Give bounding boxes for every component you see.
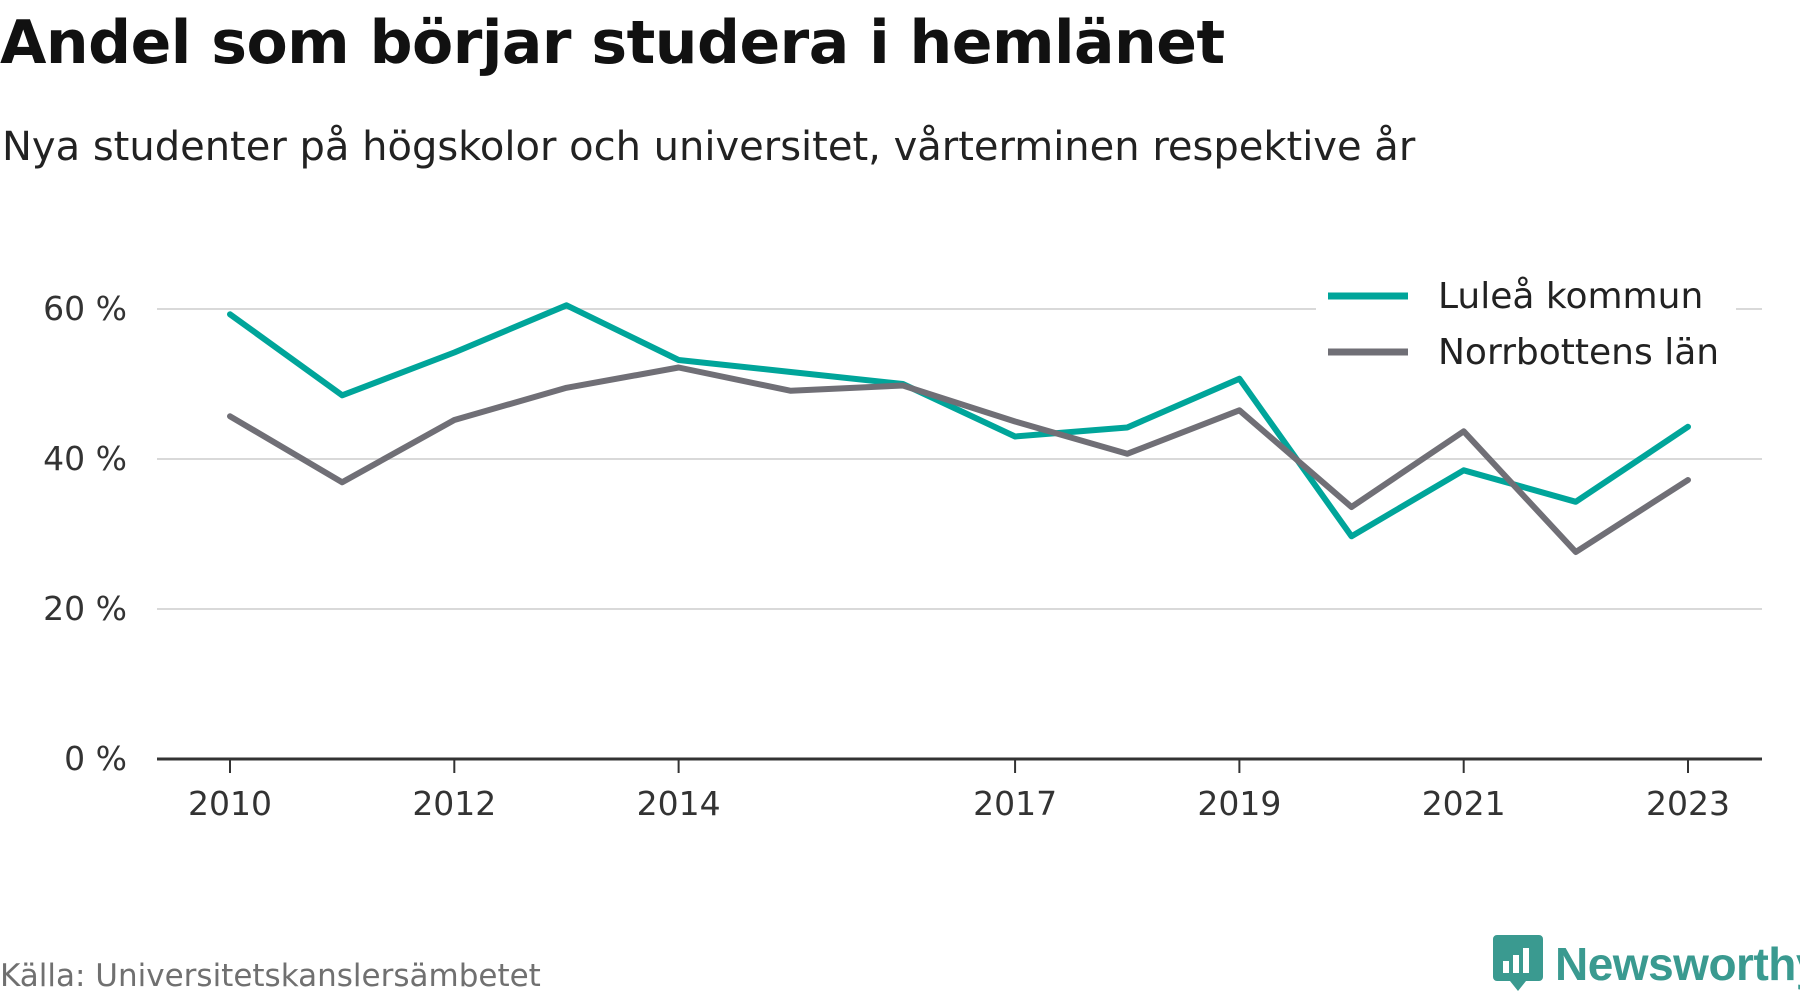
y-tick-label: 40 % xyxy=(43,439,127,478)
y-tick-label: 20 % xyxy=(43,589,127,628)
brand-logo: Newsworthy xyxy=(1493,935,1800,993)
bar-chart-speech-bubble-icon xyxy=(1493,935,1543,991)
x-tick-label: 2023 xyxy=(1646,784,1730,823)
x-tick-label: 2010 xyxy=(188,784,272,823)
legend-background xyxy=(1316,268,1736,378)
series-line-2 xyxy=(227,364,1691,555)
x-tick-label: 2014 xyxy=(637,784,721,823)
legend-label: Luleå kommun xyxy=(1438,276,1703,317)
y-tick-label: 0 % xyxy=(64,739,127,778)
x-tick-label: 2019 xyxy=(1197,784,1281,823)
chart-subtitle: Nya studenter på högskolor och universit… xyxy=(2,124,1416,170)
brand-name: Newsworthy xyxy=(1555,938,1800,990)
x-tick-label: 2021 xyxy=(1422,784,1506,823)
x-tick-label: 2017 xyxy=(973,784,1057,823)
chart-title: Andel som börjar studera i hemlänet xyxy=(0,8,1225,78)
source-note: Källa: Universitetskanslersämbetet xyxy=(0,958,541,994)
y-tick-label: 60 % xyxy=(43,289,127,328)
legend-label: Norrbottens län xyxy=(1438,332,1719,373)
x-tick-label: 2012 xyxy=(412,784,496,823)
series-line-1 xyxy=(227,302,1691,540)
